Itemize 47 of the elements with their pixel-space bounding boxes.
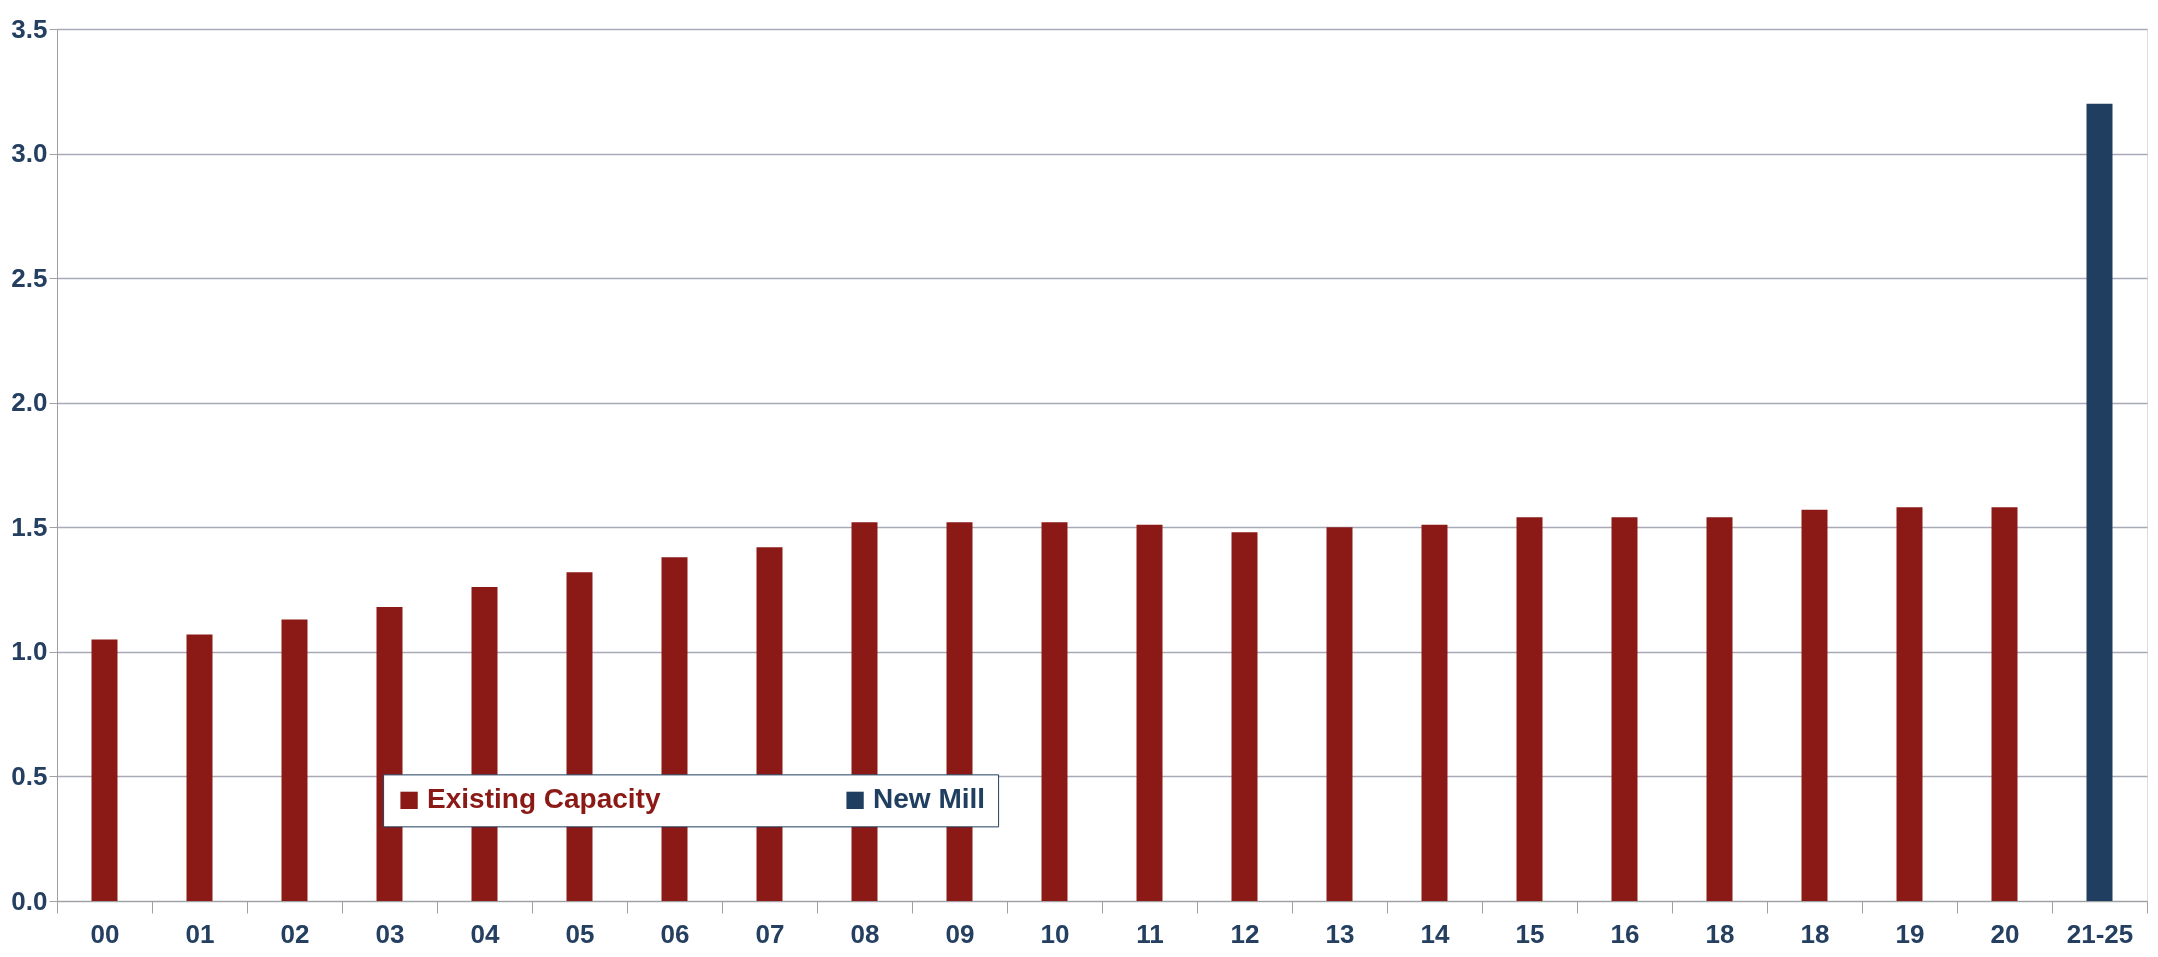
- y-tick-label: 3.5: [11, 13, 48, 44]
- x-tick-label: 05: [565, 918, 595, 949]
- x-tick-label: 12: [1230, 918, 1260, 949]
- y-tick-label: 3.0: [11, 138, 48, 169]
- legend-label: New Mill: [873, 783, 986, 815]
- y-tick-label: 1.0: [11, 636, 48, 667]
- bar: [1611, 517, 1638, 901]
- y-tick-label: 0.0: [11, 885, 48, 916]
- bar: [91, 639, 118, 901]
- x-tick-label: 06: [660, 918, 690, 949]
- x-tick-label: 18: [1705, 918, 1735, 949]
- x-tick-label: 00: [90, 918, 120, 949]
- x-tick-label: 04: [470, 918, 500, 949]
- x-tick-label: 11: [1136, 918, 1164, 949]
- bar: [1421, 524, 1448, 901]
- x-tick-label: 07: [755, 918, 785, 949]
- bar: [1041, 522, 1068, 901]
- x-tick-label: 20: [1990, 918, 2020, 949]
- bar: [1516, 517, 1543, 901]
- x-tick-label: 10: [1040, 918, 1070, 949]
- x-tick-label: 19: [1895, 918, 1925, 949]
- x-tick-label: 03: [375, 918, 405, 949]
- bar: [1896, 507, 1923, 901]
- y-tick-label: 1.5: [11, 511, 48, 542]
- x-tick-label: 13: [1325, 918, 1355, 949]
- x-tick-label: 21-25: [2066, 918, 2134, 949]
- x-tick-label: 15: [1515, 918, 1545, 949]
- x-tick-label: 18: [1800, 918, 1830, 949]
- x-tick-label: 14: [1420, 918, 1450, 949]
- y-tick-label: 2.0: [11, 387, 48, 418]
- bar: [1801, 509, 1828, 901]
- x-tick-label: 01: [185, 918, 215, 949]
- y-tick-label: 0.5: [11, 760, 48, 791]
- bar: [1231, 532, 1258, 901]
- bar: [281, 619, 308, 901]
- x-tick-label: 09: [945, 918, 975, 949]
- bar: [1706, 517, 1733, 901]
- legend-label: Existing Capacity: [427, 783, 661, 815]
- bar: [186, 634, 213, 901]
- bar: [1991, 507, 2018, 901]
- bar: [1136, 524, 1163, 901]
- y-tick-label: 2.5: [11, 262, 48, 293]
- x-tick-label: 08: [850, 918, 880, 949]
- bar: [1326, 527, 1353, 901]
- bar: [2086, 103, 2113, 901]
- x-tick-label: 16: [1610, 918, 1640, 949]
- x-tick-label: 02: [280, 918, 310, 949]
